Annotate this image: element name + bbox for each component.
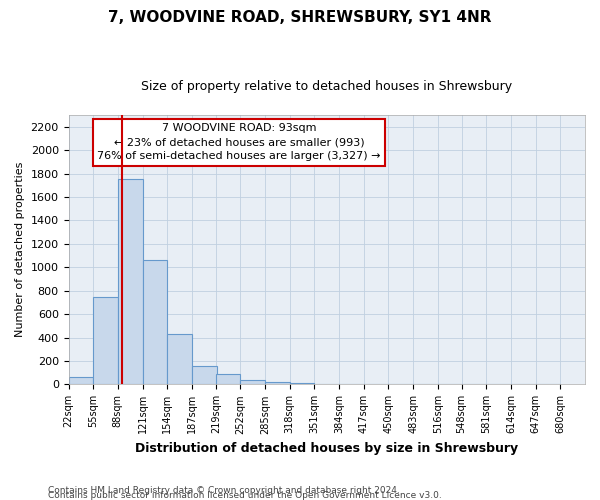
Text: Contains HM Land Registry data © Crown copyright and database right 2024.: Contains HM Land Registry data © Crown c… xyxy=(48,486,400,495)
Text: 7, WOODVINE ROAD, SHREWSBURY, SY1 4NR: 7, WOODVINE ROAD, SHREWSBURY, SY1 4NR xyxy=(108,10,492,25)
Text: Contains public sector information licensed under the Open Government Licence v3: Contains public sector information licen… xyxy=(48,491,442,500)
Text: 7 WOODVINE ROAD: 93sqm
← 23% of detached houses are smaller (993)
76% of semi-de: 7 WOODVINE ROAD: 93sqm ← 23% of detached… xyxy=(97,123,381,161)
Bar xyxy=(290,382,314,384)
Bar xyxy=(93,296,118,384)
X-axis label: Distribution of detached houses by size in Shrewsbury: Distribution of detached houses by size … xyxy=(135,442,518,455)
Bar xyxy=(241,380,265,384)
Bar xyxy=(167,334,192,384)
Bar xyxy=(216,374,241,384)
Bar xyxy=(265,382,290,384)
Bar xyxy=(192,366,217,384)
Bar xyxy=(143,260,167,384)
Title: Size of property relative to detached houses in Shrewsbury: Size of property relative to detached ho… xyxy=(141,80,512,93)
Bar xyxy=(118,180,143,384)
Y-axis label: Number of detached properties: Number of detached properties xyxy=(15,162,25,338)
Bar xyxy=(68,378,93,384)
